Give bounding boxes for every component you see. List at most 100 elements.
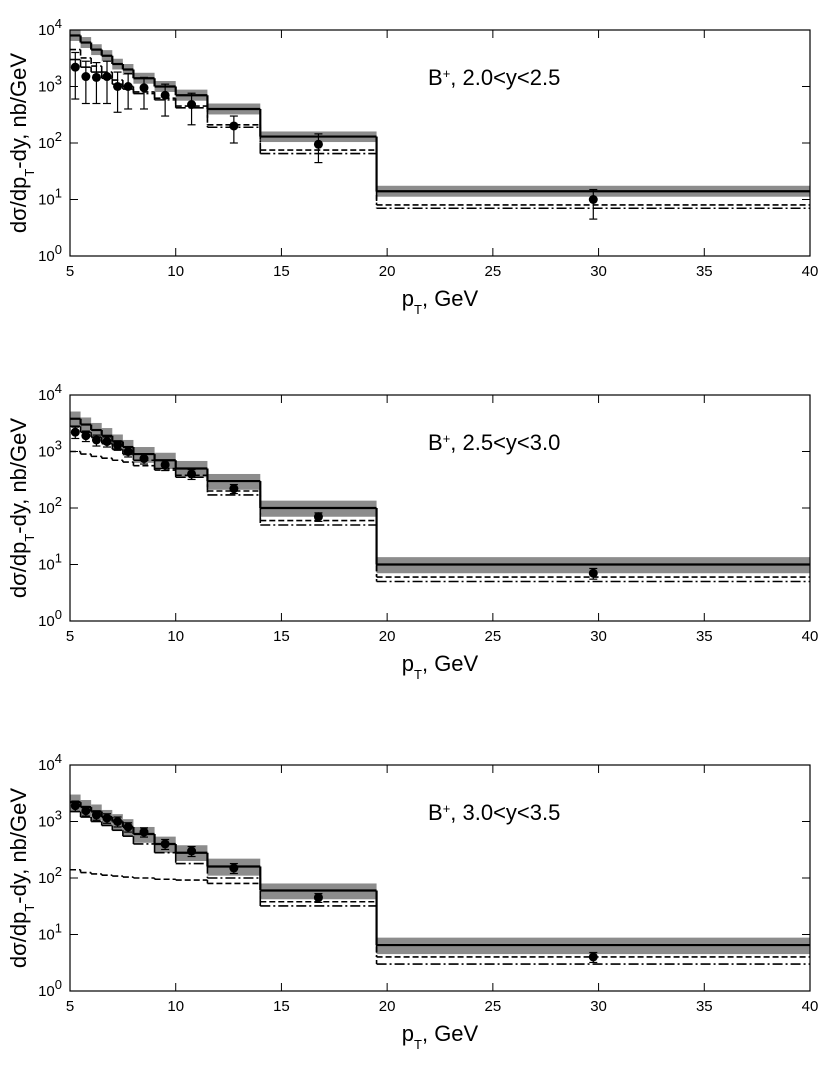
text-part: 1: [55, 920, 62, 935]
data-point: [229, 121, 239, 131]
data-point: [139, 827, 149, 837]
x-tick-label: 15: [273, 628, 290, 645]
y-axis-label: dσ/dpT-dy, nb/GeV: [6, 418, 37, 598]
text-part: 4: [55, 381, 62, 396]
plot-area: [70, 30, 810, 220]
text-part: 4: [55, 751, 62, 766]
text-part: , GeV: [422, 651, 479, 676]
text-part: dσ/dp: [6, 542, 31, 598]
text-part: 2: [55, 864, 62, 879]
x-axis-label: pT, GeV: [402, 651, 479, 682]
text-part: 0: [55, 977, 62, 992]
y-tick-label: 101: [38, 920, 62, 944]
text-part: B: [428, 65, 443, 90]
text-part: 10: [38, 135, 55, 152]
text-part: 10: [38, 870, 55, 887]
text-part: 10: [38, 557, 55, 574]
x-tick-label: 25: [485, 998, 502, 1015]
text-part: p: [402, 286, 414, 311]
x-tick-label: 20: [379, 263, 396, 280]
y-tick-label: 102: [38, 129, 62, 153]
x-tick-label: 10: [167, 998, 184, 1015]
text-part: dσ/dp: [6, 177, 31, 233]
x-tick-label: 5: [66, 628, 74, 645]
x-tick-label: 25: [485, 628, 502, 645]
data-point: [91, 810, 101, 820]
x-tick-label: 30: [590, 998, 607, 1015]
text-part: T: [414, 302, 422, 317]
data-point: [160, 460, 170, 470]
text-part: 10: [38, 192, 55, 209]
text-part: 10: [38, 387, 55, 404]
x-tick-label: 30: [590, 628, 607, 645]
x-tick-label: 40: [802, 998, 819, 1015]
text-part: 0: [55, 607, 62, 622]
data-point: [187, 846, 197, 856]
x-tick-label: 5: [66, 998, 74, 1015]
text-part: p: [402, 1021, 414, 1046]
data-point: [91, 435, 101, 445]
x-tick-label: 5: [66, 263, 74, 280]
text-part: 0: [55, 242, 62, 257]
x-tick-label: 10: [167, 263, 184, 280]
data-point: [313, 512, 323, 522]
text-part: 10: [38, 757, 55, 774]
data-point: [588, 568, 598, 578]
text-part: 1: [55, 185, 62, 200]
x-tick-label: 20: [379, 998, 396, 1015]
text-part: 3: [55, 807, 62, 822]
x-tick-label: 10: [167, 628, 184, 645]
text-part: 10: [38, 613, 55, 630]
text-part: 1: [55, 550, 62, 565]
data-point: [102, 72, 112, 82]
data-point: [313, 139, 323, 149]
data-point: [81, 431, 91, 441]
data-point: [123, 822, 133, 832]
text-part: 10: [38, 444, 55, 461]
data-point: [187, 469, 197, 479]
text-part: T: [414, 667, 422, 682]
data-point: [70, 801, 80, 811]
data-point: [102, 437, 112, 447]
text-part: B: [428, 430, 443, 455]
text-part: -dy, nb/GeV: [6, 418, 31, 534]
y-tick-label: 103: [38, 72, 62, 96]
annotation: B+, 2.5<y<3.0: [428, 430, 560, 455]
data-point: [588, 952, 598, 962]
x-tick-label: 15: [273, 998, 290, 1015]
y-tick-label: 104: [38, 381, 62, 405]
text-part: , GeV: [422, 1021, 479, 1046]
text-part: , 2.0<y<2.5: [450, 65, 560, 90]
text-part: 10: [38, 79, 55, 96]
x-tick-label: 40: [802, 263, 819, 280]
y-tick-label: 101: [38, 550, 62, 574]
data-point: [102, 813, 112, 823]
data-point: [113, 82, 123, 91]
y-tick-label: 100: [38, 242, 62, 266]
y-tick-label: 100: [38, 607, 62, 631]
y-tick-label: 102: [38, 494, 62, 518]
y-tick-label: 100: [38, 977, 62, 1001]
plot-frame: [69, 394, 811, 622]
text-part: , GeV: [422, 286, 479, 311]
text-part: 10: [38, 983, 55, 1000]
y-tick-label: 104: [38, 751, 62, 775]
text-part: , 3.0<y<3.5: [450, 800, 560, 825]
text-part: 3: [55, 72, 62, 87]
text-part: -dy, nb/GeV: [6, 788, 31, 904]
text-part: B: [428, 800, 443, 825]
y-axis-label: dσ/dpT-dy, nb/GeV: [6, 53, 37, 233]
y-tick-label: 103: [38, 437, 62, 461]
text-part: , 2.5<y<3.0: [450, 430, 560, 455]
data-point: [229, 863, 239, 873]
x-tick-label: 35: [696, 263, 713, 280]
data-point: [160, 839, 170, 849]
text-part: 2: [55, 494, 62, 509]
data-point: [70, 427, 80, 437]
text-part: T: [22, 534, 37, 542]
text-part: 10: [38, 814, 55, 831]
x-tick-label: 35: [696, 628, 713, 645]
data-point: [70, 62, 80, 72]
